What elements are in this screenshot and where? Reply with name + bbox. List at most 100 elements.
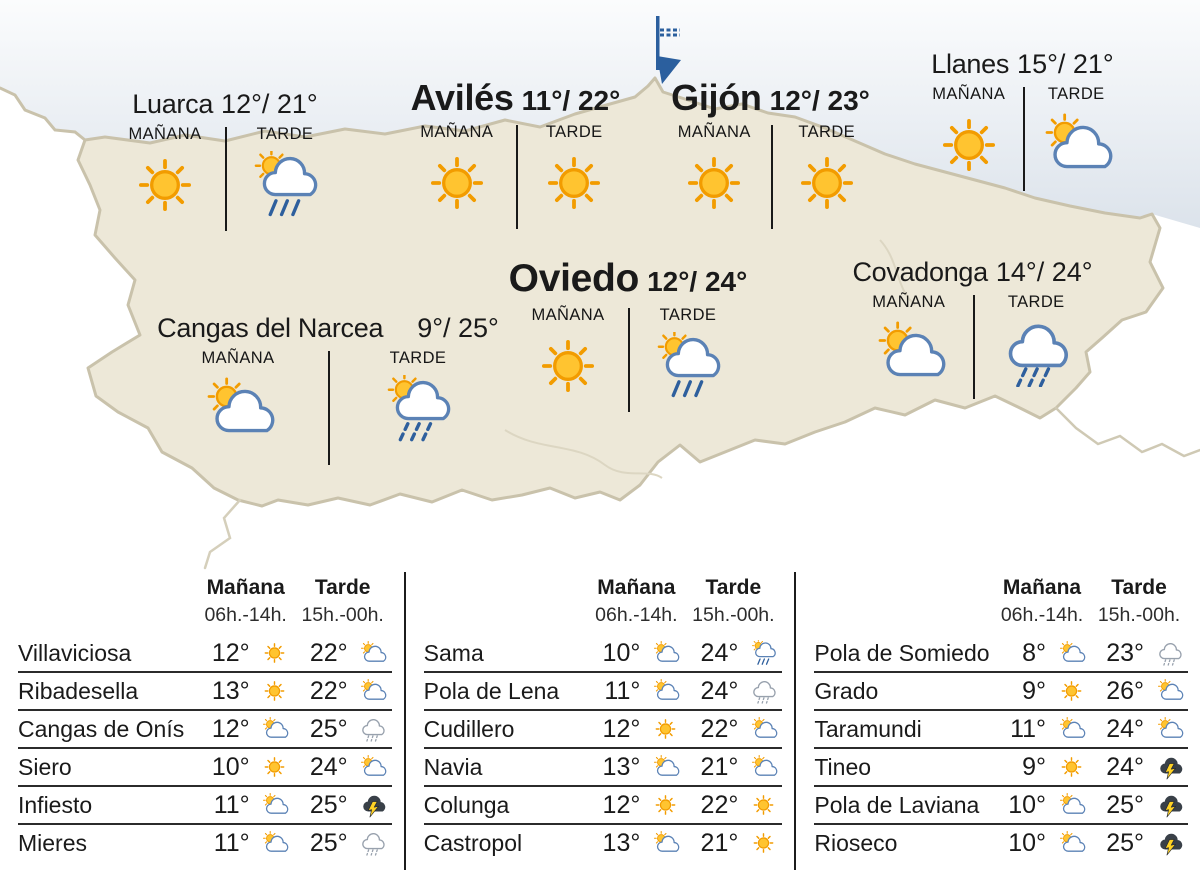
afternoon-header: Tarde xyxy=(705,576,762,599)
table-header: Mañana Tarde 06h.-14h. 15h.-00h. xyxy=(18,576,392,627)
table-row: Pola de Lena 11° 24° xyxy=(423,673,783,711)
morning-temp: 10° xyxy=(602,638,641,667)
table-city-name: Siero xyxy=(18,753,72,780)
morning-temp: 13° xyxy=(602,752,641,781)
morning-temp: 9° xyxy=(1022,752,1047,781)
table-row: Pola de Laviana 10° 25° xyxy=(814,787,1189,825)
cantabria-border-line xyxy=(1054,406,1200,458)
city-name: Llanes xyxy=(931,49,1010,79)
morning-temp: 12° xyxy=(602,790,641,819)
city-name: Cangas del Narcea xyxy=(157,313,384,343)
afternoon-header: Tarde xyxy=(314,576,371,599)
morning-label: MAÑANA xyxy=(872,292,946,311)
sun-cloud-icon xyxy=(1154,678,1185,704)
morning-temp: 10° xyxy=(1008,790,1047,819)
city-temps: 14°/ 24° xyxy=(995,257,1093,287)
table-city-name: Cangas de Onís xyxy=(18,715,185,742)
table-row: Castropol 13° 21° xyxy=(424,825,783,861)
city-forecast-oviedo: Oviedo 12°/ 24° MAÑANA TARDE xyxy=(508,257,748,414)
sun-cloud-icon xyxy=(748,754,779,780)
leon-border-line xyxy=(203,498,242,570)
table-city-name: Rioseco xyxy=(814,829,898,856)
morning-hours: 06h.-14h. xyxy=(204,604,287,626)
forecast-table-west: Mañana Tarde 06h.-14h. 15h.-00h. Pola de… xyxy=(794,572,1200,870)
period-divider xyxy=(328,350,330,465)
afternoon-temp: 24° xyxy=(309,752,348,781)
period-divider xyxy=(770,124,773,229)
city-temps: 15°/ 21° xyxy=(1017,49,1114,79)
sun-cloud-icon xyxy=(197,375,279,443)
city-name: Covadonga xyxy=(852,257,988,287)
morning-label: MAÑANA xyxy=(128,124,202,143)
city-forecast-luarca: Luarca 12°/ 21° MAÑANA TARDE xyxy=(105,89,345,233)
morning-temp: 10° xyxy=(211,752,250,781)
morning-temp: 11° xyxy=(213,828,250,857)
sun-cloud-icon xyxy=(357,678,388,704)
storm-icon xyxy=(1154,754,1185,780)
sun-icon xyxy=(748,830,779,856)
afternoon-temp: 21° xyxy=(700,752,739,781)
morning-temp: 8° xyxy=(1022,638,1047,667)
sun-icon xyxy=(259,640,290,666)
sun-cloud-icon xyxy=(650,754,681,780)
storm-icon xyxy=(357,792,388,818)
period-divider xyxy=(225,126,227,231)
afternoon-label: TARDE xyxy=(389,348,447,367)
sun-icon xyxy=(650,716,681,742)
rain-icon xyxy=(1154,640,1185,666)
afternoon-hours: 15h.-00h. xyxy=(692,604,775,626)
sun-cloud-rain-icon xyxy=(748,640,779,666)
city-name: Luarca xyxy=(132,89,214,119)
sun-cloud-rain-icon xyxy=(647,332,729,400)
sun-icon xyxy=(650,792,681,818)
afternoon-temp: 24° xyxy=(1106,714,1145,743)
morning-label: MAÑANA xyxy=(932,84,1006,103)
afternoon-label: TARDE xyxy=(545,122,603,141)
sun-cloud-icon xyxy=(1056,830,1087,856)
table-row: Cangas de Onís 12° 25° xyxy=(18,711,392,749)
table-city-name: Pola de Somiedo xyxy=(814,639,990,666)
city-forecast-aviles: Avilés 11°/ 22° MAÑANA TARDE xyxy=(398,78,633,231)
sun-icon xyxy=(673,149,755,217)
afternoon-temp: 25° xyxy=(1106,828,1145,857)
table-city-name: Villaviciosa xyxy=(18,639,132,666)
sun-cloud-icon xyxy=(1056,716,1087,742)
table-header: Mañana Tarde 06h.-14h. 15h.-00h. xyxy=(424,576,783,627)
storm-icon xyxy=(1154,792,1185,818)
morning-temp: 12° xyxy=(211,638,250,667)
storm-icon xyxy=(1154,830,1185,856)
table-row: Pola de Somiedo 8° 23° xyxy=(814,635,1189,673)
city-temps: 11°/ 22° xyxy=(521,85,621,116)
afternoon-hours: 15h.-00h. xyxy=(1097,604,1181,626)
table-row: Rioseco 10° 25° xyxy=(814,825,1188,861)
table-row: Tineo 9° 24° xyxy=(814,749,1189,787)
forecast-tables: Mañana Tarde 06h.-14h. 15h.-00h. Villavi… xyxy=(0,572,1200,870)
table-rows: Villaviciosa 12° 22° Ribadesella 13° 22°… xyxy=(18,635,392,861)
sun-cloud-icon xyxy=(357,754,388,780)
sun-cloud-icon xyxy=(357,640,388,666)
afternoon-label: TARDE xyxy=(1007,292,1065,311)
city-title: Avilés 11°/ 22° xyxy=(398,78,633,118)
city-title: Cangas del Narcea 9°/ 25° xyxy=(148,313,508,344)
sun-icon xyxy=(527,332,609,400)
afternoon-temp: 22° xyxy=(309,638,348,667)
sun-cloud-icon xyxy=(650,640,681,666)
rain-icon xyxy=(357,716,388,742)
period-divider xyxy=(628,307,630,412)
morning-temp: 10° xyxy=(1008,828,1047,857)
table-city-name: Navia xyxy=(423,753,483,780)
interior-line-1 xyxy=(504,429,663,479)
morning-label: MAÑANA xyxy=(420,122,494,141)
morning-header: Mañana xyxy=(206,576,285,599)
morning-label: MAÑANA xyxy=(677,122,751,141)
morning-temp: 9° xyxy=(1022,676,1047,705)
morning-temp: 11° xyxy=(1010,714,1047,743)
afternoon-label: TARDE xyxy=(798,122,856,141)
table-rows: Sama 10° 24° Pola de Lena 11° 24° Cudill… xyxy=(423,635,783,861)
forecast-table-center: Mañana Tarde 06h.-14h. 15h.-00h. Sama 10… xyxy=(403,572,795,870)
table-rows: Pola de Somiedo 8° 23° Grado 9° 26° Tara… xyxy=(814,635,1189,861)
cloud-rain-icon xyxy=(995,319,1077,387)
sun-cloud-icon xyxy=(650,678,681,704)
sun-icon xyxy=(533,149,615,217)
sun-cloud-icon xyxy=(259,830,290,856)
